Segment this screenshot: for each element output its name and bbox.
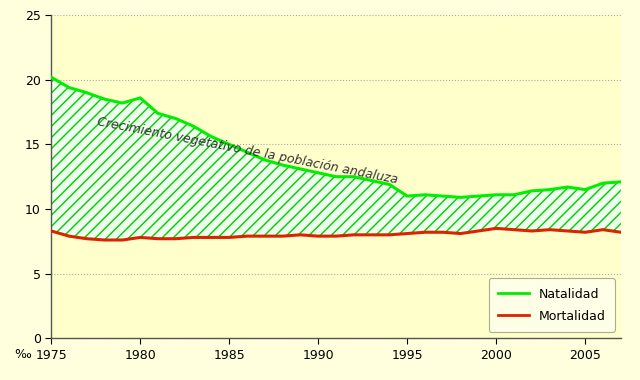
Legend: Natalidad, Mortalidad: Natalidad, Mortalidad bbox=[489, 279, 614, 332]
Text: ‰: ‰ bbox=[14, 348, 31, 361]
Text: Crecimiento vegetativo de la población andaluza: Crecimiento vegetativo de la población a… bbox=[95, 115, 399, 187]
